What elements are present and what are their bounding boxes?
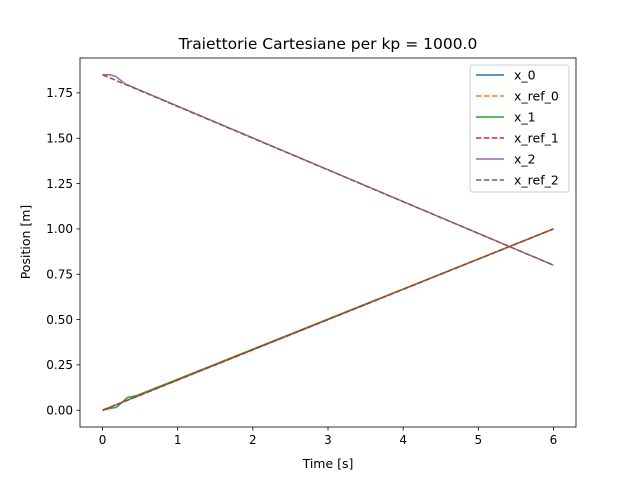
chart-title: Traiettorie Cartesiane per kp = 1000.0 xyxy=(178,35,478,53)
legend-label: x_ref_0 xyxy=(514,89,559,104)
legend-label: x_0 xyxy=(514,68,536,83)
legend-label: x_ref_2 xyxy=(514,173,559,188)
legend-label: x_2 xyxy=(514,152,536,167)
series-line-x-ref-2 xyxy=(102,74,554,266)
y-tick-label: 1.75 xyxy=(46,86,73,100)
y-tick-label: 1.50 xyxy=(46,132,73,146)
legend: x_0 x_ref_0 x_1 x_ref_1 x_2 x_ref_2 xyxy=(469,64,570,193)
series-line-x-2 xyxy=(102,74,554,266)
x-tick-label: 5 xyxy=(474,433,482,447)
legend-label: x_1 xyxy=(514,110,536,125)
y-tick-label: 1.00 xyxy=(46,222,73,236)
series-line-x-ref-1 xyxy=(102,228,554,411)
y-tick-label: 0.50 xyxy=(46,313,73,327)
axes: 0 1 2 3 4 5 6 0.00 0.25 0.50 0.75 1.00 1.25 1.50 1.75 xyxy=(46,57,577,447)
x-tick-label: 0 xyxy=(99,433,107,447)
x-tick-label: 4 xyxy=(399,433,407,447)
x-tick-label: 6 xyxy=(550,433,558,447)
y-axis-label: Position [m] xyxy=(18,205,33,280)
plot-area xyxy=(102,74,554,411)
y-tick-label: 0.75 xyxy=(46,268,73,282)
y-tick-label: 0.00 xyxy=(46,404,73,418)
x-axis-label: Time [s] xyxy=(302,456,354,471)
legend-label: x_ref_1 xyxy=(514,131,559,146)
x-tick-label: 3 xyxy=(324,433,332,447)
y-tick-label: 0.25 xyxy=(46,358,73,372)
y-tick-label: 1.25 xyxy=(46,177,73,191)
x-tick-label: 1 xyxy=(174,433,182,447)
x-tick-label: 2 xyxy=(249,433,257,447)
